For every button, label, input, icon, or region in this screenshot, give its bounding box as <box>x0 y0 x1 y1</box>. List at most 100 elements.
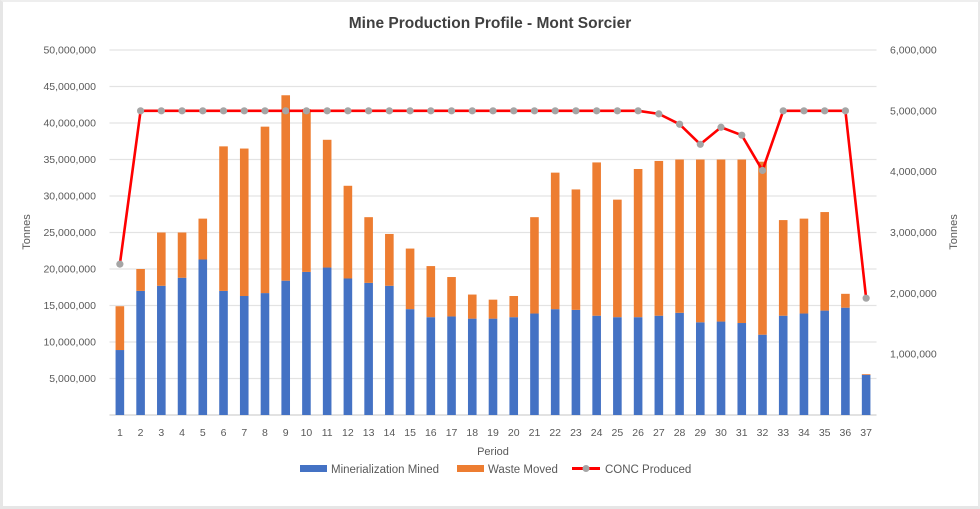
x-tick-label: 12 <box>342 427 354 439</box>
bar-waste <box>530 217 539 314</box>
bar-mineralization <box>322 267 332 415</box>
x-tick-label: 25 <box>612 427 624 439</box>
conc-line-path <box>118 109 868 299</box>
bar-waste <box>633 168 643 318</box>
conc-marker <box>738 131 746 139</box>
bar-waste <box>426 266 436 318</box>
bar-mineralization <box>695 322 705 415</box>
conc-marker <box>178 107 186 115</box>
conc-marker <box>593 107 601 115</box>
bar-waste <box>592 162 601 316</box>
bar-mineralization <box>861 374 871 415</box>
bar-waste <box>302 109 311 272</box>
x-tick-label: 26 <box>632 427 644 439</box>
right-tick-label: 4,000,000 <box>890 166 937 178</box>
conc-marker <box>655 110 663 118</box>
left-tick-label: 45,000,000 <box>43 81 96 93</box>
bars <box>115 95 871 415</box>
legend-label-conc: CONC Produced <box>605 464 691 476</box>
x-tick-label: 29 <box>694 427 706 439</box>
bar-mineralization <box>302 271 311 415</box>
bar-waste <box>343 185 353 279</box>
bar-mineralization <box>198 259 208 415</box>
conc-marker <box>468 107 476 115</box>
conc-marker <box>427 107 435 115</box>
bar-waste <box>115 306 125 351</box>
bar-mineralization <box>260 293 270 415</box>
bar-mineralization <box>115 350 125 415</box>
conc-marker <box>365 107 373 115</box>
x-tick-label: 28 <box>674 427 686 439</box>
conc-marker <box>136 107 145 115</box>
x-tick-label: 6 <box>221 427 227 439</box>
bar-waste <box>322 139 332 268</box>
x-tick-label: 21 <box>529 427 541 439</box>
conc-marker <box>302 107 311 115</box>
bar-mineralization <box>592 315 601 415</box>
conc-marker <box>406 107 414 115</box>
bar-waste <box>861 374 871 375</box>
bar-mineralization <box>758 334 767 415</box>
conc-marker <box>572 107 580 115</box>
bar-mineralization <box>467 318 477 415</box>
bar-mineralization <box>550 309 560 415</box>
left-tick-label: 30,000,000 <box>43 191 96 203</box>
conc-marker <box>344 107 352 115</box>
left-axis-ticks: 5,000,000 10,000,000 15,000,000 20,000,000 2… <box>43 45 96 386</box>
bar-waste <box>447 277 456 317</box>
bar-mineralization <box>737 323 747 415</box>
left-tick-label: 25,000,000 <box>43 227 96 239</box>
bar-mineralization <box>219 290 228 415</box>
bar-waste <box>385 233 394 286</box>
conc-marker <box>116 260 124 268</box>
x-tick-label: 18 <box>466 427 478 439</box>
x-tick-label: 24 <box>591 427 603 439</box>
x-tick-label: 5 <box>200 427 206 439</box>
right-axis-title: Tonnes <box>948 214 960 250</box>
bar-mineralization <box>157 285 166 415</box>
x-tick-label: 15 <box>404 427 416 439</box>
x-tick-label: 9 <box>283 427 289 439</box>
left-tick-label: 50,000,000 <box>43 45 96 57</box>
conc-marker <box>199 107 207 115</box>
x-tick-label: 13 <box>363 427 375 439</box>
conc-marker <box>613 107 621 115</box>
bar-mineralization <box>488 318 498 415</box>
conc-marker <box>717 123 725 131</box>
right-tick-label: 6,000,000 <box>890 45 937 57</box>
conc-marker <box>800 107 808 115</box>
right-tick-label: 1,000,000 <box>890 349 937 361</box>
conc-line <box>116 107 870 302</box>
bar-mineralization <box>633 317 643 415</box>
left-tick-label: 15,000,000 <box>43 300 96 312</box>
bar-mineralization <box>426 317 436 415</box>
bar-waste <box>778 220 788 316</box>
x-tick-label: 3 <box>158 427 164 439</box>
x-tick-label: 30 <box>715 427 727 439</box>
bar-waste <box>550 172 560 310</box>
bar-waste <box>613 199 622 318</box>
left-tick-label: 35,000,000 <box>43 154 96 166</box>
x-tick-label: 4 <box>179 427 185 439</box>
x-tick-label: 16 <box>425 427 437 439</box>
bar-mineralization <box>239 296 249 415</box>
x-tick-label: 32 <box>757 427 769 439</box>
conc-marker <box>240 107 248 115</box>
bar-mineralization <box>136 290 145 415</box>
left-tick-label: 20,000,000 <box>43 264 96 276</box>
x-axis-ticks: 1 2 3 4 5 6 7 8 9 10 11 12 13 14 15 16 17 18 19 20 21 22 23 24 2… <box>117 427 872 439</box>
bar-waste <box>571 189 581 310</box>
x-tick-label: 35 <box>819 427 831 439</box>
x-tick-label: 19 <box>487 427 499 439</box>
conc-marker <box>385 107 393 115</box>
gridlines <box>109 49 877 416</box>
bar-waste <box>737 159 747 324</box>
conc-marker <box>282 107 290 115</box>
x-tick-label: 31 <box>736 427 748 439</box>
bar-mineralization <box>364 282 373 415</box>
bar-mineralization <box>405 309 415 415</box>
right-tick-label: 3,000,000 <box>890 227 937 239</box>
right-axis-ticks: 1,000,000 2,000,000 3,000,000 4,000,000 5,00… <box>890 45 937 361</box>
conc-marker <box>758 166 767 175</box>
